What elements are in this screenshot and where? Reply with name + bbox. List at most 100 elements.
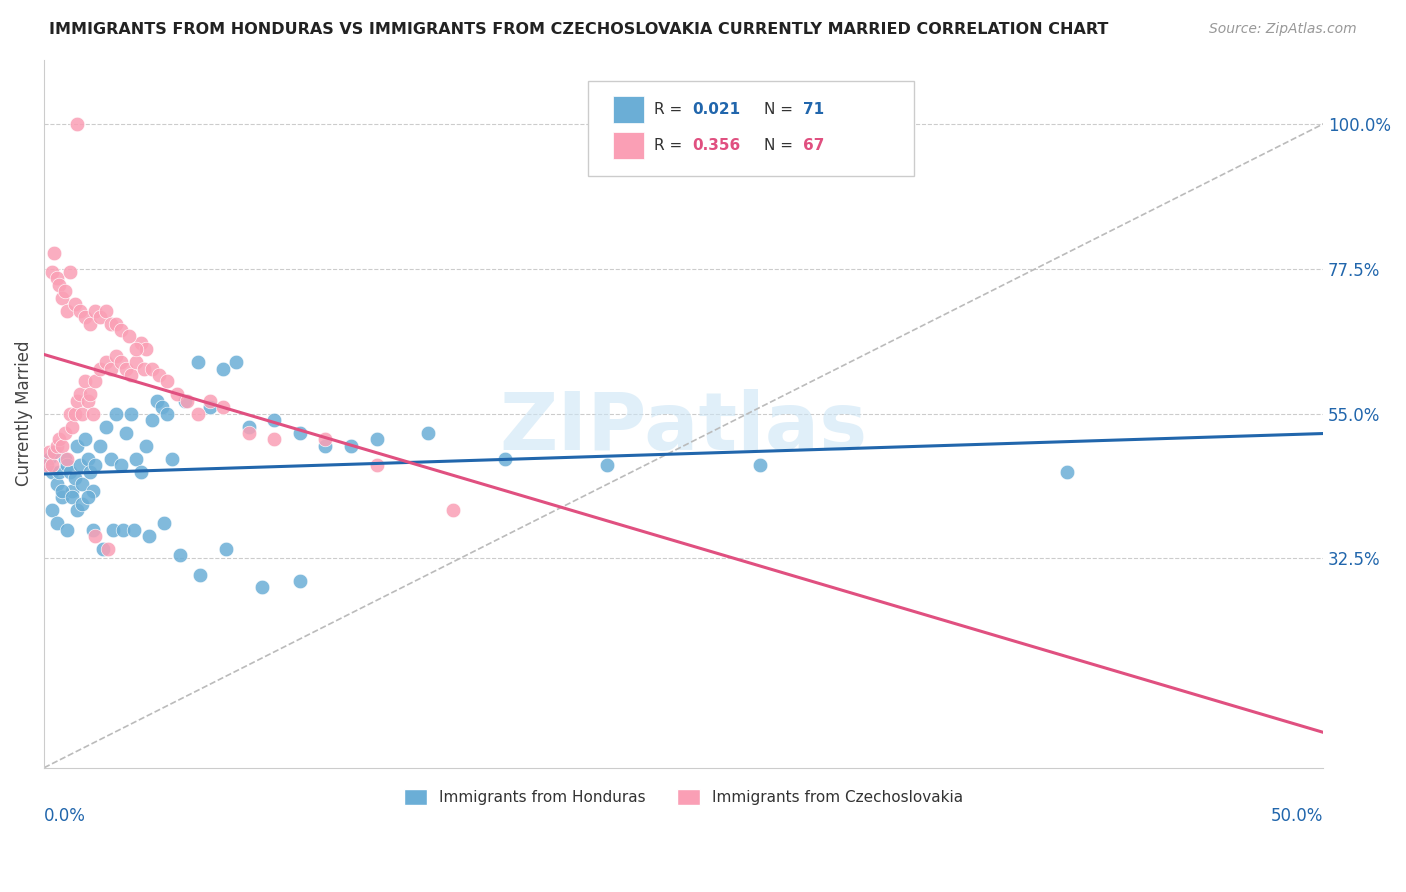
Point: [315, 433, 337, 447]
Point: [41, 458, 63, 472]
Point: [73, 433, 96, 447]
Point: [115, 425, 138, 440]
Point: [131, 465, 153, 479]
Point: [48, 277, 70, 292]
Text: Source: ZipAtlas.com: Source: ZipAtlas.com: [1209, 22, 1357, 37]
Point: [250, 581, 273, 595]
Text: 0.356: 0.356: [693, 137, 741, 153]
Point: [176, 393, 198, 408]
Point: [138, 529, 160, 543]
Point: [76, 393, 98, 408]
Point: [160, 451, 183, 466]
Point: [366, 433, 388, 447]
Point: [79, 317, 101, 331]
Point: [76, 491, 98, 505]
Point: [122, 523, 145, 537]
Point: [69, 387, 91, 401]
Text: 0.021: 0.021: [693, 103, 741, 118]
Text: R =: R =: [654, 137, 688, 153]
Text: 67: 67: [803, 137, 824, 153]
Point: [166, 387, 188, 401]
Legend: Immigrants from Honduras, Immigrants from Czechoslovakia: Immigrants from Honduras, Immigrants fro…: [398, 783, 969, 811]
Point: [173, 393, 195, 408]
Point: [45, 516, 67, 530]
Point: [44, 445, 66, 459]
Point: [215, 541, 238, 556]
Point: [82, 407, 104, 421]
Point: [141, 413, 163, 427]
Point: [45, 271, 67, 285]
Point: [340, 439, 363, 453]
Point: [115, 361, 138, 376]
Point: [51, 483, 73, 498]
Point: [212, 361, 235, 376]
Point: [148, 368, 170, 382]
Point: [131, 335, 153, 350]
Point: [79, 387, 101, 401]
Point: [200, 401, 222, 415]
Point: [41, 465, 63, 479]
Point: [315, 439, 337, 453]
Point: [53, 451, 76, 466]
Point: [73, 310, 96, 324]
Point: [59, 407, 82, 421]
Point: [44, 245, 66, 260]
Point: [94, 303, 117, 318]
Point: [100, 317, 122, 331]
FancyBboxPatch shape: [613, 132, 644, 159]
Point: [97, 541, 120, 556]
Point: [187, 355, 209, 369]
Point: [120, 407, 142, 421]
Point: [84, 529, 107, 543]
Point: [110, 458, 132, 472]
Point: [48, 433, 70, 447]
Point: [35, 458, 58, 472]
Point: [110, 323, 132, 337]
Point: [66, 393, 89, 408]
Point: [132, 361, 155, 376]
Point: [416, 425, 439, 440]
Point: [153, 516, 176, 530]
Text: N =: N =: [765, 137, 799, 153]
Point: [69, 458, 91, 472]
Point: [82, 523, 104, 537]
Point: [72, 497, 94, 511]
Point: [238, 425, 260, 440]
Point: [59, 265, 82, 279]
Point: [104, 317, 127, 331]
Point: [60, 491, 83, 505]
Text: 0.0%: 0.0%: [44, 806, 86, 824]
Point: [104, 349, 127, 363]
Point: [53, 285, 76, 299]
Point: [51, 491, 73, 505]
Point: [263, 413, 285, 427]
Point: [100, 361, 122, 376]
Point: [63, 407, 86, 421]
Point: [225, 355, 247, 369]
Point: [59, 465, 82, 479]
Point: [125, 343, 148, 357]
Text: IMMIGRANTS FROM HONDURAS VS IMMIGRANTS FROM CZECHOSLOVAKIA CURRENTLY MARRIED COR: IMMIGRANTS FROM HONDURAS VS IMMIGRANTS F…: [49, 22, 1108, 37]
Point: [112, 523, 135, 537]
Point: [63, 297, 86, 311]
Y-axis label: Currently Married: Currently Married: [15, 341, 32, 486]
Point: [45, 477, 67, 491]
Point: [150, 401, 173, 415]
FancyBboxPatch shape: [613, 96, 644, 123]
Point: [596, 458, 619, 472]
Point: [44, 445, 66, 459]
Point: [441, 503, 464, 517]
Point: [60, 419, 83, 434]
Point: [238, 419, 260, 434]
Point: [38, 451, 60, 466]
Point: [84, 458, 107, 472]
Point: [200, 393, 222, 408]
Point: [82, 483, 104, 498]
Point: [188, 567, 211, 582]
Point: [156, 407, 179, 421]
Point: [48, 465, 70, 479]
Point: [91, 541, 114, 556]
Text: 50.0%: 50.0%: [1271, 806, 1323, 824]
Text: 71: 71: [803, 103, 824, 118]
Point: [187, 407, 209, 421]
